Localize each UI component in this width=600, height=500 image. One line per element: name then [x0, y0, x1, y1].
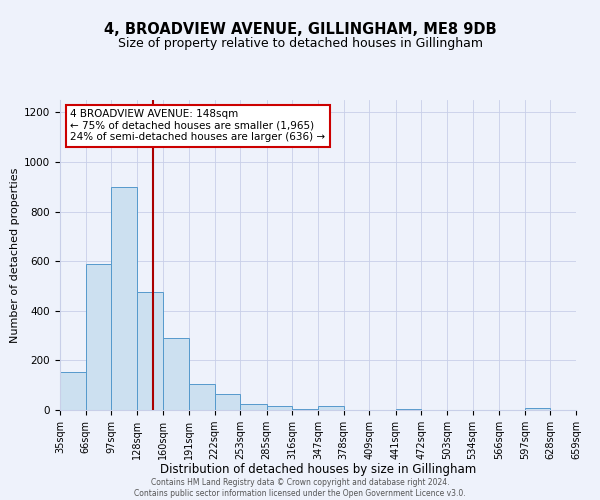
Bar: [60, 372, 86, 410]
Bar: [86, 264, 111, 410]
Bar: [292, 409, 318, 410]
X-axis label: Distribution of detached houses by size in Gillingham: Distribution of detached houses by size …: [160, 464, 476, 476]
Bar: [396, 409, 421, 410]
Bar: [240, 404, 267, 410]
Bar: [525, 408, 550, 410]
Bar: [111, 187, 137, 410]
Bar: [267, 406, 292, 410]
Bar: [137, 292, 163, 410]
Bar: [189, 384, 215, 410]
Text: Size of property relative to detached houses in Gillingham: Size of property relative to detached ho…: [118, 38, 482, 51]
Text: 4, BROADVIEW AVENUE, GILLINGHAM, ME8 9DB: 4, BROADVIEW AVENUE, GILLINGHAM, ME8 9DB: [104, 22, 496, 38]
Text: Contains HM Land Registry data © Crown copyright and database right 2024.
Contai: Contains HM Land Registry data © Crown c…: [134, 478, 466, 498]
Bar: [215, 394, 240, 410]
Bar: [318, 406, 344, 410]
Text: 4 BROADVIEW AVENUE: 148sqm
← 75% of detached houses are smaller (1,965)
24% of s: 4 BROADVIEW AVENUE: 148sqm ← 75% of deta…: [70, 110, 325, 142]
Y-axis label: Number of detached properties: Number of detached properties: [10, 168, 20, 342]
Bar: [163, 338, 189, 410]
